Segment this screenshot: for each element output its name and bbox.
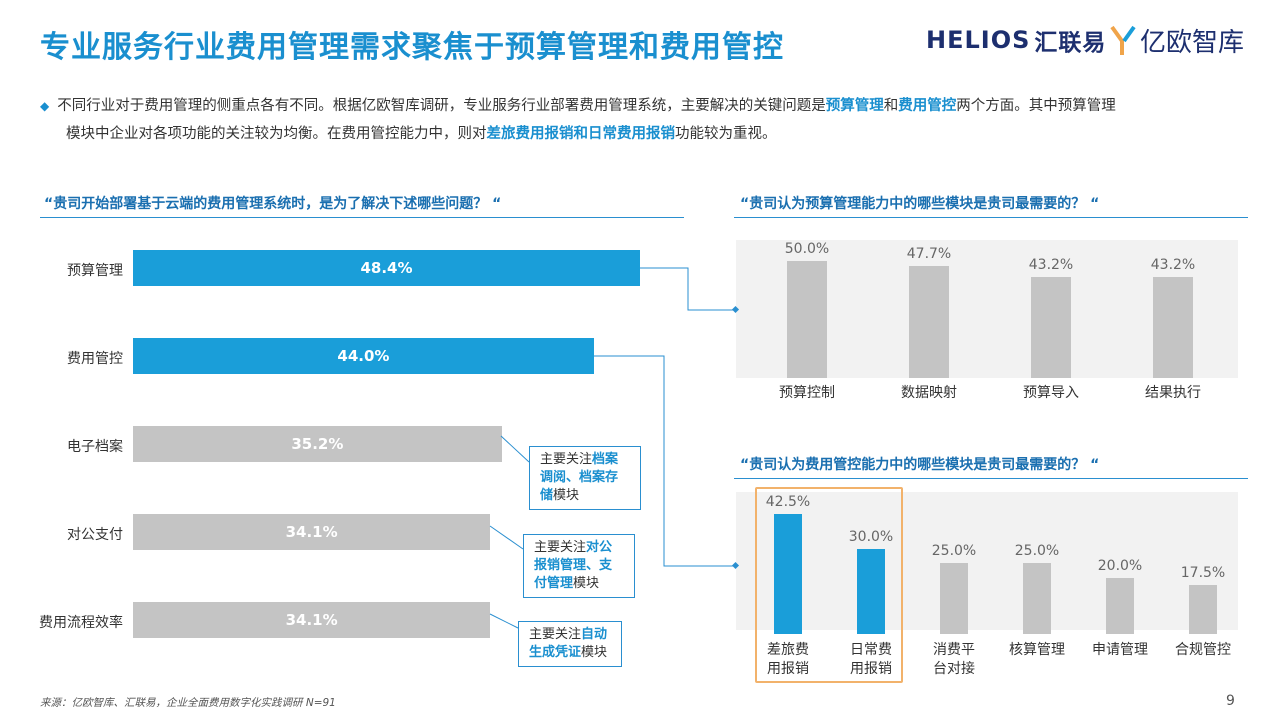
source-note: 来源：亿欧智库、汇联易，企业全面费用数字化实践调研 N=91	[40, 697, 336, 709]
bar-category-label-line: 日常费	[850, 642, 892, 658]
helios-logo-text: HELIOS	[926, 26, 1031, 54]
vertical-bar	[1031, 276, 1071, 378]
bar-category-label: 预算管理	[67, 263, 123, 279]
page-title: 专业服务行业费用管理需求聚焦于预算管理和费用管控	[40, 30, 784, 65]
callout-archive-pointer	[500, 435, 530, 463]
vertical-bar	[774, 514, 802, 634]
page-number: 9	[1226, 693, 1235, 709]
callout-process-pointer	[489, 613, 519, 629]
bar-category-label-line: 核算管理	[1009, 642, 1065, 658]
bar-category-label: 预算导入	[1011, 384, 1091, 403]
connector-control-diamond-icon	[731, 561, 740, 570]
bar-value-label: 25.0%	[931, 543, 977, 560]
bar-category-label-line: 结果执行	[1145, 385, 1201, 401]
bar	[133, 338, 594, 374]
bar-value-label: 30.0%	[848, 529, 894, 546]
left-title-underline	[40, 217, 684, 218]
connector-budget-diamond-icon	[731, 305, 740, 314]
helios-logo: HELIOS 汇联易	[926, 22, 1106, 58]
vertical-bar	[909, 266, 949, 378]
bar	[133, 514, 491, 550]
bar-category-label: 申请管理	[1080, 641, 1160, 660]
bar-value-label: 44.0%	[337, 347, 390, 365]
bar-category-label: 差旅费 用报销	[748, 641, 828, 679]
bar-category-label: 费用管控	[67, 351, 123, 367]
connector-control	[594, 355, 736, 567]
bar-category-label-line: 预算导入	[1023, 385, 1079, 401]
budget-title-underline	[734, 217, 1248, 218]
callout-payment: 主要关注对公报销管理、支付管理模块	[523, 534, 635, 598]
bar-category-label: 电子档案	[67, 439, 123, 455]
bar-value-label: 43.2%	[1028, 256, 1074, 273]
vertical-bar	[1106, 577, 1134, 634]
bar-category-label: 结果执行	[1133, 384, 1213, 403]
bar-category-label-line: 合规管控	[1175, 642, 1231, 658]
vertical-bar	[1189, 584, 1217, 634]
bar	[133, 250, 640, 286]
bar-category-label: 费用流程效率	[39, 615, 123, 631]
control-chart-title: “贵司认为费用管控能力中的哪些模块是贵司最需要的？ “	[740, 457, 1100, 473]
bar-value-label: 48.4%	[360, 259, 413, 277]
callout-archive: 主要关注档案调阅、档案存储模块	[529, 446, 641, 510]
bar-category-label-line: 用报销	[850, 661, 892, 677]
bar-value-label: 47.7%	[906, 246, 952, 263]
bar-category-label: 数据映射	[889, 384, 969, 403]
iyiou-logo: 亿欧智库	[1110, 22, 1244, 58]
intro-line-2: 模块中企业对各项功能的关注较为均衡。在费用管控能力中，则对差旅费用报销和日常费用…	[66, 126, 777, 142]
diamond-bullet-icon: ◆	[40, 99, 50, 113]
vertical-bar	[857, 549, 885, 634]
bar-value-label: 20.0%	[1097, 557, 1143, 574]
bar-value-label: 35.2%	[291, 435, 344, 453]
left-chart-title: “贵司开始部署基于云端的费用管理系统时，是为了解决下述哪些问题？ “	[44, 196, 502, 212]
bar-category-label: 对公支付	[67, 527, 123, 543]
vertical-bar	[1153, 276, 1193, 378]
bar-category-label-line: 差旅费	[767, 642, 809, 658]
bar-category-label-line: 数据映射	[901, 385, 957, 401]
bar-value-label: 43.2%	[1150, 256, 1196, 273]
helios-logo-cn: 汇联易	[1034, 30, 1107, 56]
callout-payment-pointer	[489, 525, 524, 550]
intro-line-1: ◆ 不同行业对于费用管理的侧重点各有不同。根据亿欧智库调研，专业服务行业部署费用管…	[40, 98, 1116, 114]
bar-category-label-line: 消费平	[933, 642, 975, 658]
bar-category-label: 核算管理	[997, 641, 1077, 660]
vertical-bar	[787, 261, 827, 378]
iyiou-logo-icon	[1110, 25, 1136, 55]
bar-category-label: 合规管控	[1163, 641, 1243, 660]
budget-chart-title: “贵司认为预算管理能力中的哪些模块是贵司最需要的？ “	[740, 196, 1100, 212]
bar	[133, 426, 502, 462]
bar-value-label: 50.0%	[784, 241, 830, 257]
callout-process: 主要关注自动生成凭证模块	[518, 621, 622, 667]
bar-category-label: 日常费 用报销	[831, 641, 911, 679]
bar-category-label: 预算控制	[767, 384, 847, 403]
vertical-bar	[1023, 563, 1051, 634]
bar-category-label: 消费平 台对接	[914, 641, 994, 679]
bar-category-label-line: 台对接	[933, 661, 975, 677]
bar	[133, 602, 491, 638]
iyiou-logo-text: 亿欧智库	[1140, 27, 1245, 58]
bar-value-label: 17.5%	[1180, 564, 1226, 581]
bar-category-label-line: 申请管理	[1092, 642, 1148, 658]
highlight-box	[755, 487, 903, 683]
bar-category-label-line: 预算控制	[779, 385, 835, 401]
intro-text: ◆ 不同行业对于费用管理的侧重点各有不同。根据亿欧智库调研，专业服务行业部署费用管…	[40, 92, 1240, 148]
vertical-bar	[940, 563, 968, 634]
bar-value-label: 34.1%	[285, 611, 338, 629]
connector-budget	[640, 267, 736, 311]
control-title-underline	[734, 478, 1248, 479]
bar-category-label-line: 用报销	[767, 661, 809, 677]
bar-value-label: 34.1%	[285, 523, 338, 541]
bar-value-label: 42.5%	[765, 494, 811, 510]
bar-value-label: 25.0%	[1014, 543, 1060, 560]
control-chart-panel	[736, 492, 1238, 630]
